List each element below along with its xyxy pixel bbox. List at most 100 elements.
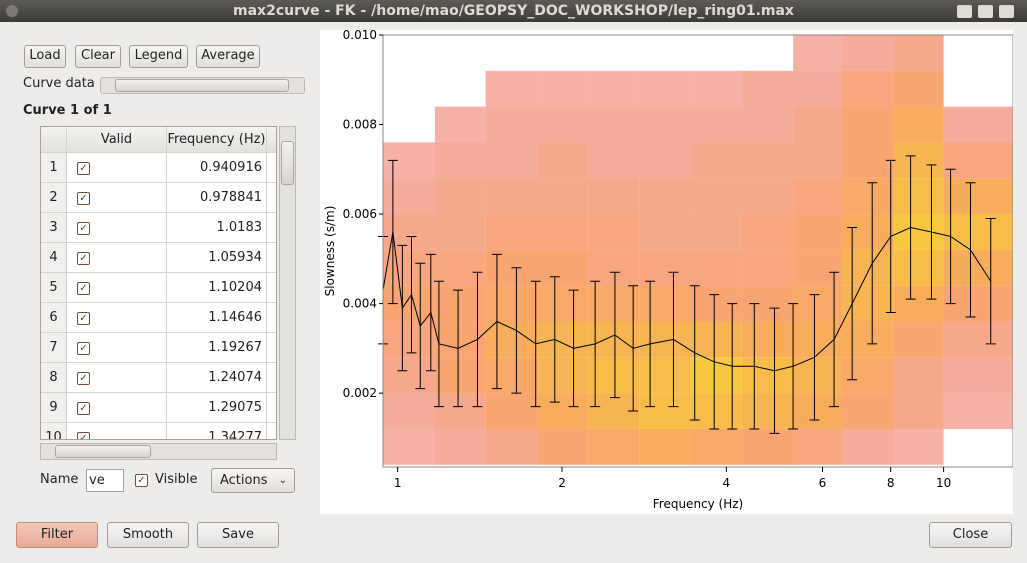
valid-checkbox[interactable]: ✓ (77, 282, 90, 295)
heatmap-cell (639, 249, 691, 286)
vertical-scrollbar[interactable] (279, 126, 296, 440)
heatmap-cell (587, 321, 640, 358)
bottom-button[interactable]: Smooth (107, 522, 189, 548)
valid-cell: ✓ (67, 333, 167, 363)
close-window-button[interactable] (999, 5, 1014, 18)
heatmap-cell (690, 249, 742, 286)
valid-cell: ✓ (67, 393, 167, 423)
bottom-button[interactable]: Save (197, 522, 279, 548)
valid-checkbox[interactable]: ✓ (77, 372, 90, 385)
heatmap-cell (587, 142, 640, 179)
valid-cell: ✓ (67, 213, 167, 243)
y-axis-label: Slowness (s/m) (323, 206, 337, 297)
valid-cell: ✓ (67, 243, 167, 273)
curve-header: Curve 1 of 1 (23, 103, 112, 118)
heatmap-cell (639, 214, 691, 250)
plot-frame (382, 34, 1013, 468)
heatmap-cell (434, 142, 486, 179)
heatmap-cell (537, 70, 588, 107)
heatmap-cell (587, 178, 640, 215)
frequency-cell: 1.14646 (167, 303, 267, 333)
actions-dropdown[interactable]: Actions ⌄ (211, 468, 295, 493)
valid-checkbox[interactable]: ✓ (77, 312, 90, 325)
extra-cell (267, 153, 276, 183)
row-number: 5 (41, 273, 67, 303)
y-tick-label: 0.002 (343, 386, 377, 400)
heatmap-cell (841, 249, 894, 286)
scroll-thumb[interactable] (281, 141, 294, 185)
heatmap-cell (741, 142, 794, 179)
visible-checkbox[interactable]: ✓ (135, 474, 148, 487)
heatmap-cell (893, 321, 944, 358)
valid-checkbox[interactable]: ✓ (77, 222, 90, 235)
scroll-thumb[interactable] (55, 445, 151, 458)
heatmap-cell (893, 428, 944, 465)
heatmap-cell (587, 249, 640, 286)
curve-data-label: Curve data (23, 76, 95, 91)
heatmap-cell (690, 70, 742, 107)
y-tick-label: 0.006 (343, 207, 377, 221)
slider-thumb[interactable] (115, 79, 289, 92)
valid-checkbox[interactable]: ✓ (77, 432, 90, 439)
maximize-button[interactable] (978, 5, 993, 18)
heatmap-cell (793, 178, 842, 215)
valid-checkbox[interactable]: ✓ (77, 252, 90, 265)
bottom-button[interactable]: Filter (16, 522, 98, 548)
heatmap-cell (841, 142, 894, 179)
heatmap-cell (893, 214, 944, 250)
visible-label: Visible (155, 472, 198, 487)
row-number: 8 (41, 363, 67, 393)
heatmap-cell (690, 214, 742, 250)
toolbar-button[interactable]: Legend (129, 45, 188, 68)
heatmap-cell (943, 142, 1013, 179)
heatmap-cell (383, 249, 435, 286)
row-number: 6 (41, 303, 67, 333)
valid-checkbox[interactable]: ✓ (77, 402, 90, 415)
heatmap-cell (943, 106, 1013, 143)
minimize-button[interactable] (957, 5, 972, 18)
horizontal-scrollbar[interactable] (40, 443, 277, 460)
valid-checkbox[interactable]: ✓ (77, 192, 90, 205)
heatmap-cell (741, 214, 794, 250)
heatmap-cell (434, 214, 486, 250)
y-tick-label: 0.010 (343, 30, 377, 42)
heatmap-cell (690, 178, 742, 215)
heatmap-cell (537, 357, 588, 394)
heatmap-cell (434, 285, 486, 322)
window-menu[interactable] (6, 5, 18, 17)
heatmap-cell (434, 178, 486, 215)
heatmap-cell (485, 106, 538, 143)
valid-cell: ✓ (67, 183, 167, 213)
valid-checkbox[interactable]: ✓ (77, 342, 90, 355)
heatmap-cell (639, 428, 691, 465)
heatmap-cell (639, 393, 691, 429)
heatmap-cell (841, 393, 894, 429)
heatmap-cell (434, 106, 486, 143)
heatmap-cell (383, 428, 435, 465)
curve-data-slider[interactable] (100, 77, 305, 94)
x-tick-label: 6 (819, 476, 827, 490)
x-axis-label: Frequency (Hz) (653, 497, 744, 511)
frequency-cell: 0.978841 (167, 183, 267, 213)
title-bar: max2curve - FK - /home/mao/GEOPSY_DOC_WO… (0, 0, 1027, 22)
frequency-cell: 1.24074 (167, 363, 267, 393)
heatmap-cell (383, 214, 435, 250)
toolbar-button[interactable]: Load (24, 45, 66, 68)
row-number: 9 (41, 393, 67, 423)
close-button[interactable]: Close (929, 522, 1012, 548)
heatmap-cell (793, 106, 842, 143)
toolbar-button[interactable]: Average (196, 45, 260, 68)
name-input[interactable]: ve #1 (86, 469, 124, 492)
heatmap-cell (943, 321, 1013, 358)
extra-cell (267, 213, 276, 243)
row-number: 4 (41, 243, 67, 273)
heatmap-cell (793, 70, 842, 107)
heatmap-cell (639, 321, 691, 358)
window-title: max2curve - FK - /home/mao/GEOPSY_DOC_WO… (233, 3, 794, 19)
heatmap-cell (741, 428, 794, 465)
toolbar-button[interactable]: Clear (75, 45, 121, 68)
name-label: Name (40, 472, 79, 487)
heatmap-cell (485, 214, 538, 250)
valid-checkbox[interactable]: ✓ (77, 162, 90, 175)
